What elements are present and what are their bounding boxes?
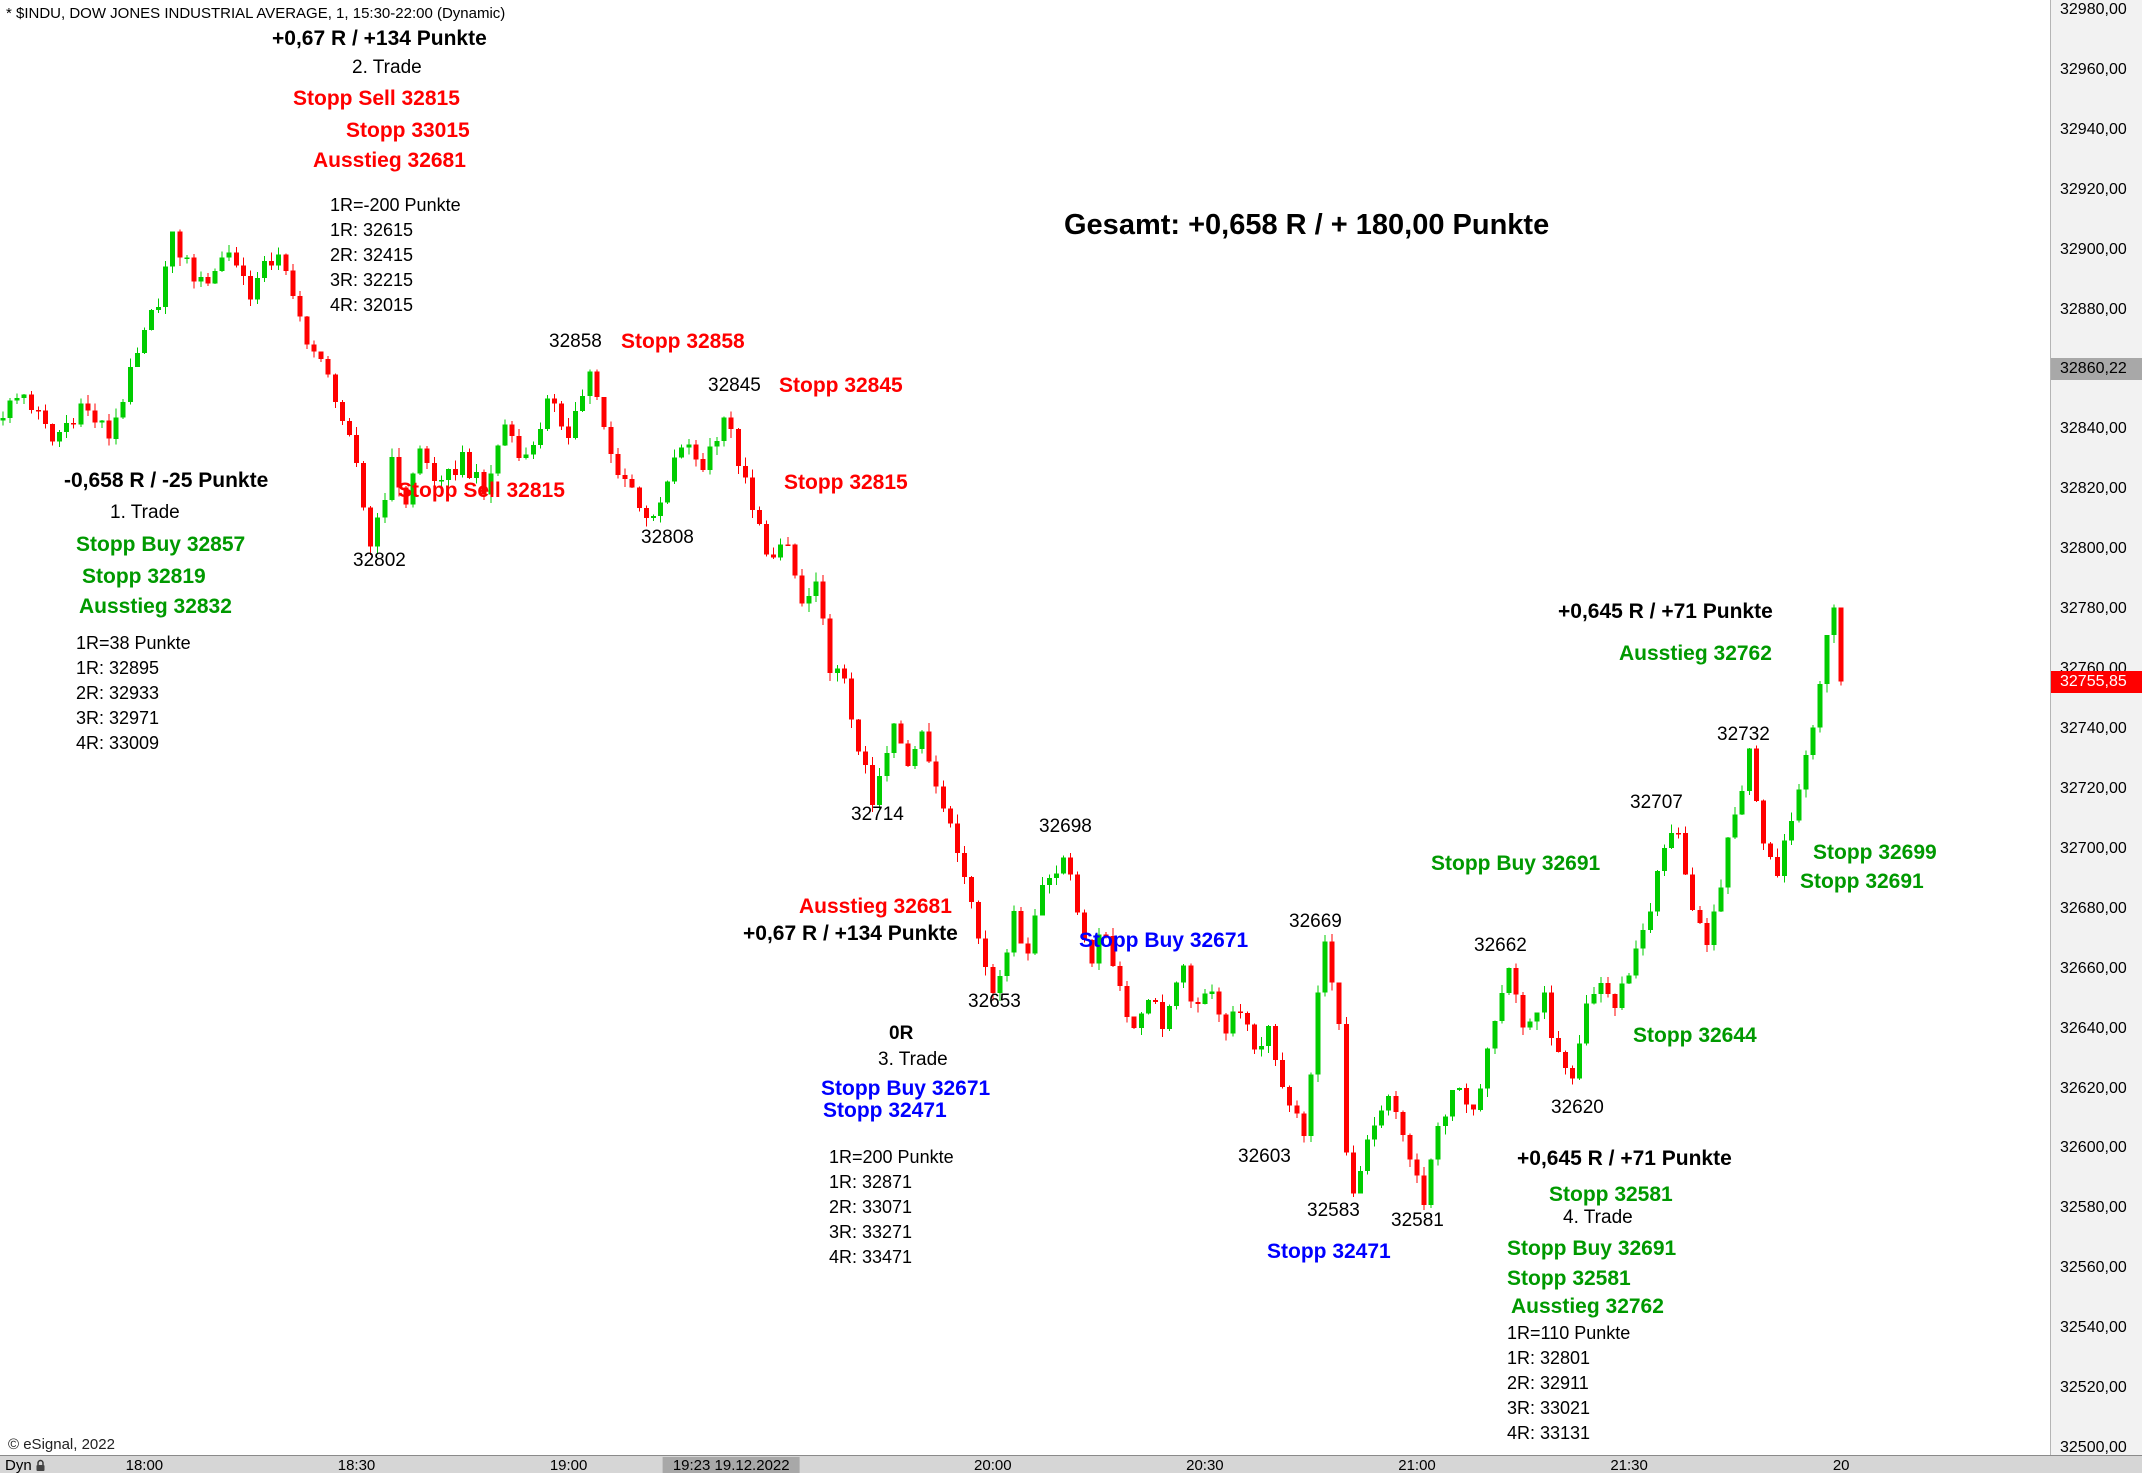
time-tick-label: 20 bbox=[1832, 1457, 1850, 1473]
price-tick-label: 32720,00 bbox=[2060, 779, 2127, 797]
lock-icon bbox=[36, 1459, 45, 1471]
price-tick-label: 32780,00 bbox=[2060, 600, 2127, 618]
time-tick-label: 21:30 bbox=[1610, 1457, 1648, 1473]
price-tick-label: 32500,00 bbox=[2060, 1439, 2127, 1455]
price-tick-label: 32540,00 bbox=[2060, 1319, 2127, 1337]
time-tick-label: 19:00 bbox=[549, 1457, 588, 1473]
price-tick-label: 32600,00 bbox=[2060, 1139, 2127, 1157]
price-tick-label: 32740,00 bbox=[2060, 720, 2127, 737]
price-tick-label: 32820,00 bbox=[2060, 480, 2127, 498]
price-tick-label: 32840,00 bbox=[2060, 420, 2127, 438]
dynamic-mode-label: Dyn bbox=[5, 1457, 32, 1473]
price-tick-label: 32960,00 bbox=[2060, 60, 2127, 78]
price-tick-label: 32660,00 bbox=[2060, 959, 2127, 977]
price-tick-label: 32520,00 bbox=[2060, 1379, 2127, 1397]
last-price-box: 32755,85 bbox=[2051, 670, 2142, 693]
price-tick-label: 32640,00 bbox=[2060, 1019, 2127, 1037]
dynamic-mode-toggle[interactable]: Dyn bbox=[5, 1457, 46, 1473]
price-tick-label: 32560,00 bbox=[2060, 1259, 2127, 1277]
price-tick-label: 32700,00 bbox=[2060, 839, 2127, 857]
price-tick-label: 32940,00 bbox=[2060, 120, 2127, 138]
price-tick-label: 32980,00 bbox=[2060, 1, 2127, 18]
time-tick-label: 20:00 bbox=[974, 1457, 1012, 1473]
time-tick-label: 18:30 bbox=[337, 1457, 376, 1473]
last-price-value: 32755,85 bbox=[2060, 672, 2127, 690]
price-tick-label: 32800,00 bbox=[2060, 540, 2127, 558]
reference-price-box: 32860,22 bbox=[2051, 357, 2142, 380]
price-axis[interactable]: 32500,00 32520,00 32540,00 32560,00 32580,00… bbox=[2050, 0, 2142, 1455]
time-axis-date-box: 19:23 19.12.2022 bbox=[662, 1457, 800, 1473]
time-tick-label: 20:30 bbox=[1186, 1457, 1224, 1473]
price-tick-label: 32580,00 bbox=[2060, 1199, 2127, 1217]
price-tick-label: 32900,00 bbox=[2060, 240, 2127, 258]
time-tick-label: 18:00 bbox=[125, 1457, 164, 1473]
price-tick-label: 32680,00 bbox=[2060, 899, 2127, 917]
chart-symbol-title: * $INDU, DOW JONES INDUSTRIAL AVERAGE, 1… bbox=[6, 5, 506, 22]
price-tick-label: 32880,00 bbox=[2060, 300, 2127, 318]
candles-group bbox=[0, 229, 1844, 1210]
candlestick-chart[interactable] bbox=[0, 0, 2050, 1455]
time-tick-label: 21:00 bbox=[1398, 1457, 1436, 1473]
price-tick-label: 32620,00 bbox=[2060, 1079, 2127, 1097]
copyright-label: © eSignal, 2022 bbox=[8, 1436, 115, 1453]
price-tick-label: 32920,00 bbox=[2060, 180, 2127, 198]
reference-price-value: 32860,22 bbox=[2060, 359, 2127, 377]
time-axis[interactable]: Dyn 18:00 18:30 19:00 19:23 19.12.2022 20:00… bbox=[0, 1455, 2142, 1473]
